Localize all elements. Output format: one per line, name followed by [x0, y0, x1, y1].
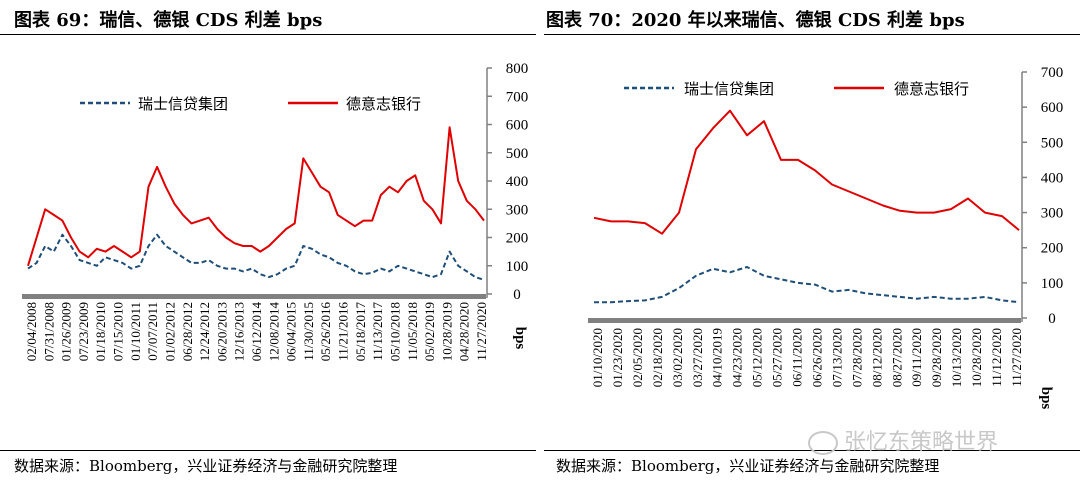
x-tick-label: 01/10/2020: [590, 328, 605, 387]
series-credit-suisse: [594, 266, 1020, 304]
y-axis-label: bps: [512, 327, 528, 350]
x-tick-label: 09/28/2020: [929, 328, 944, 387]
legend-label-credit-suisse: 瑞士信贷集团: [138, 96, 228, 113]
x-tick-label: 10/28/2020: [969, 328, 984, 387]
y-tick-label: 300: [506, 202, 529, 218]
legend-label-credit-suisse: 瑞士信贷集团: [684, 81, 774, 98]
y-tick-label: 100: [1041, 276, 1064, 292]
x-tick-label: 02/05/2020: [630, 328, 645, 387]
x-tick-label: 08/12/2020: [869, 328, 884, 387]
x-tick-label: 05/12/2020: [750, 328, 765, 387]
x-tick-label: 05/27/2020: [770, 328, 785, 387]
x-tick-label: 11/30/2015: [301, 302, 316, 361]
x-tick-label: 02/04/2008: [24, 302, 39, 361]
y-tick-label: 600: [1041, 100, 1064, 116]
x-tick-label: 06/11/2020: [790, 328, 805, 387]
x-tick-label: 11/21/2016: [336, 302, 351, 361]
series-deutsche-bank: [27, 126, 485, 267]
y-axis-label: bps: [1038, 387, 1054, 410]
x-tick-label: 07/31/2008: [41, 302, 56, 361]
legend: 瑞士信贷集团 德意志银行: [80, 95, 421, 113]
y-tick-label: 800: [506, 61, 529, 77]
x-tick-label: 06/26/2020: [809, 328, 824, 387]
x-tick-label: 04/28/2020: [457, 302, 472, 361]
figure-70-source: 数据来源：Bloomberg，兴业证券经济与金融研究院整理: [556, 457, 940, 475]
y-tick-label: 700: [506, 89, 529, 105]
y-tick-label: 400: [1041, 170, 1064, 186]
legend-label-deutsche-bank: 德意志银行: [346, 95, 421, 113]
x-tick-label: 01/26/2009: [59, 302, 74, 361]
y-tick-label: 0: [513, 287, 521, 303]
x-tick-label: 09/11/2020: [909, 328, 924, 387]
x-tick-label: 01/10/2011: [128, 302, 143, 361]
x-tick-label: 02/18/2020: [650, 328, 665, 387]
x-tick-label: 03/27/2020: [690, 328, 705, 387]
watermark-text: 张忆东策略世界: [844, 430, 999, 455]
x-tick-label: 11/27/2020: [474, 302, 489, 361]
y-tick-label: 300: [1041, 206, 1064, 222]
y-tick-label: 700: [1041, 65, 1064, 81]
x-tick-label: 06/12/2014: [249, 302, 264, 362]
title-rule-right: [544, 34, 1080, 35]
x-tick-label: 07/13/2020: [829, 328, 844, 387]
x-tick-label: 07/23/2009: [76, 302, 91, 361]
x-tick-label: 08/27/2020: [889, 328, 904, 387]
x-tick-label: 11/12/2020: [989, 328, 1004, 387]
x-tick-label: 06/28/2012: [180, 302, 195, 361]
x-tick-label: 12/16/2013: [232, 302, 247, 361]
x-axis: [22, 294, 486, 299]
x-tick-label: 12/08/2014: [266, 302, 281, 362]
source-rule-left: [0, 450, 536, 451]
chart-cds-spread-2020: 瑞士信贷集团 德意志银行 0 100 200 300 400 500 600 700 01/10…: [588, 65, 1064, 410]
x-tick-label: 04/23/2020: [730, 328, 745, 387]
watermark: 张忆东策略世界: [808, 424, 998, 456]
series-credit-suisse: [27, 233, 485, 281]
x-tick-label: 03/02/2020: [670, 328, 685, 387]
figure-70-title: 图表 70：2020 年以来瑞信、德银 CDS 利差 bps: [546, 10, 965, 31]
x-tick-label: 04/10/2019: [710, 328, 725, 387]
y-tick-label: 500: [1041, 135, 1064, 151]
y-tick-label: 500: [506, 146, 529, 162]
wechat-icon: [808, 431, 838, 455]
x-tick-label: 07/07/2011: [145, 302, 160, 361]
x-tick-label: 12/24/2012: [197, 302, 212, 361]
series-deutsche-bank: [593, 109, 1020, 235]
figure-69-source: 数据来源：Bloomberg，兴业证券经济与金融研究院整理: [14, 457, 398, 475]
x-tick-label: 01/02/2012: [162, 302, 177, 361]
x-tick-label: 05/02/2019: [422, 302, 437, 361]
x-tick-label: 10/28/2019: [439, 302, 454, 361]
figure-69-title: 图表 69：瑞信、德银 CDS 利差 bps: [14, 10, 323, 31]
x-tick-label: 07/15/2010: [111, 302, 126, 361]
x-tick-label: 05/10/2018: [387, 302, 402, 361]
x-tick-label: 05/26/2016: [318, 302, 333, 362]
x-tick-label: 10/13/2020: [949, 328, 964, 387]
x-tick-label: 06/04/2015: [284, 302, 299, 361]
y-tick-label: 200: [506, 231, 529, 247]
x-tick-label: 11/27/2020: [1009, 328, 1024, 387]
x-tick-label: 11/05/2018: [405, 302, 420, 361]
x-tick-label: 06/20/2013: [214, 302, 229, 361]
y-tick-label: 400: [506, 174, 529, 190]
legend: 瑞士信贷集团 德意志银行: [624, 80, 969, 98]
x-tick-label: 05/18/2017: [353, 302, 368, 362]
legend-label-deutsche-bank: 德意志银行: [894, 80, 969, 98]
x-tick-label: 01/18/2010: [93, 302, 108, 361]
y-tick-label: 600: [506, 118, 529, 134]
x-tick-label: 07/28/2020: [849, 328, 864, 387]
chart-cds-spread-2008-2020: 瑞士信贷集团 德意志银行 0 100 200 300 400 500 600 700 800 02…: [22, 61, 529, 362]
x-axis: [588, 318, 1021, 323]
x-tick-label: 11/13/2017: [370, 302, 385, 361]
x-tick-label: 01/23/2020: [610, 328, 625, 387]
y-tick-label: 100: [506, 259, 529, 275]
y-tick-label: 0: [1048, 311, 1056, 327]
y-tick-label: 200: [1041, 241, 1064, 257]
title-rule-left: [0, 34, 536, 35]
